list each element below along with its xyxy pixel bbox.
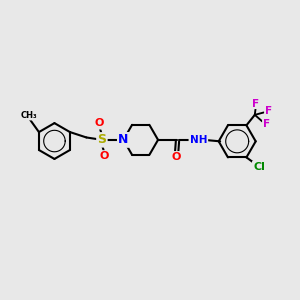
Text: F: F (252, 98, 259, 109)
Text: F: F (265, 106, 272, 116)
Text: Cl: Cl (253, 162, 265, 172)
Text: F: F (262, 119, 270, 129)
Text: N: N (118, 133, 129, 146)
Text: O: O (95, 118, 104, 128)
Text: S: S (98, 133, 106, 146)
Text: NH: NH (190, 135, 207, 145)
Text: O: O (172, 152, 181, 162)
Text: CH₃: CH₃ (20, 111, 37, 120)
Text: N: N (118, 133, 129, 146)
Text: O: O (100, 151, 109, 161)
